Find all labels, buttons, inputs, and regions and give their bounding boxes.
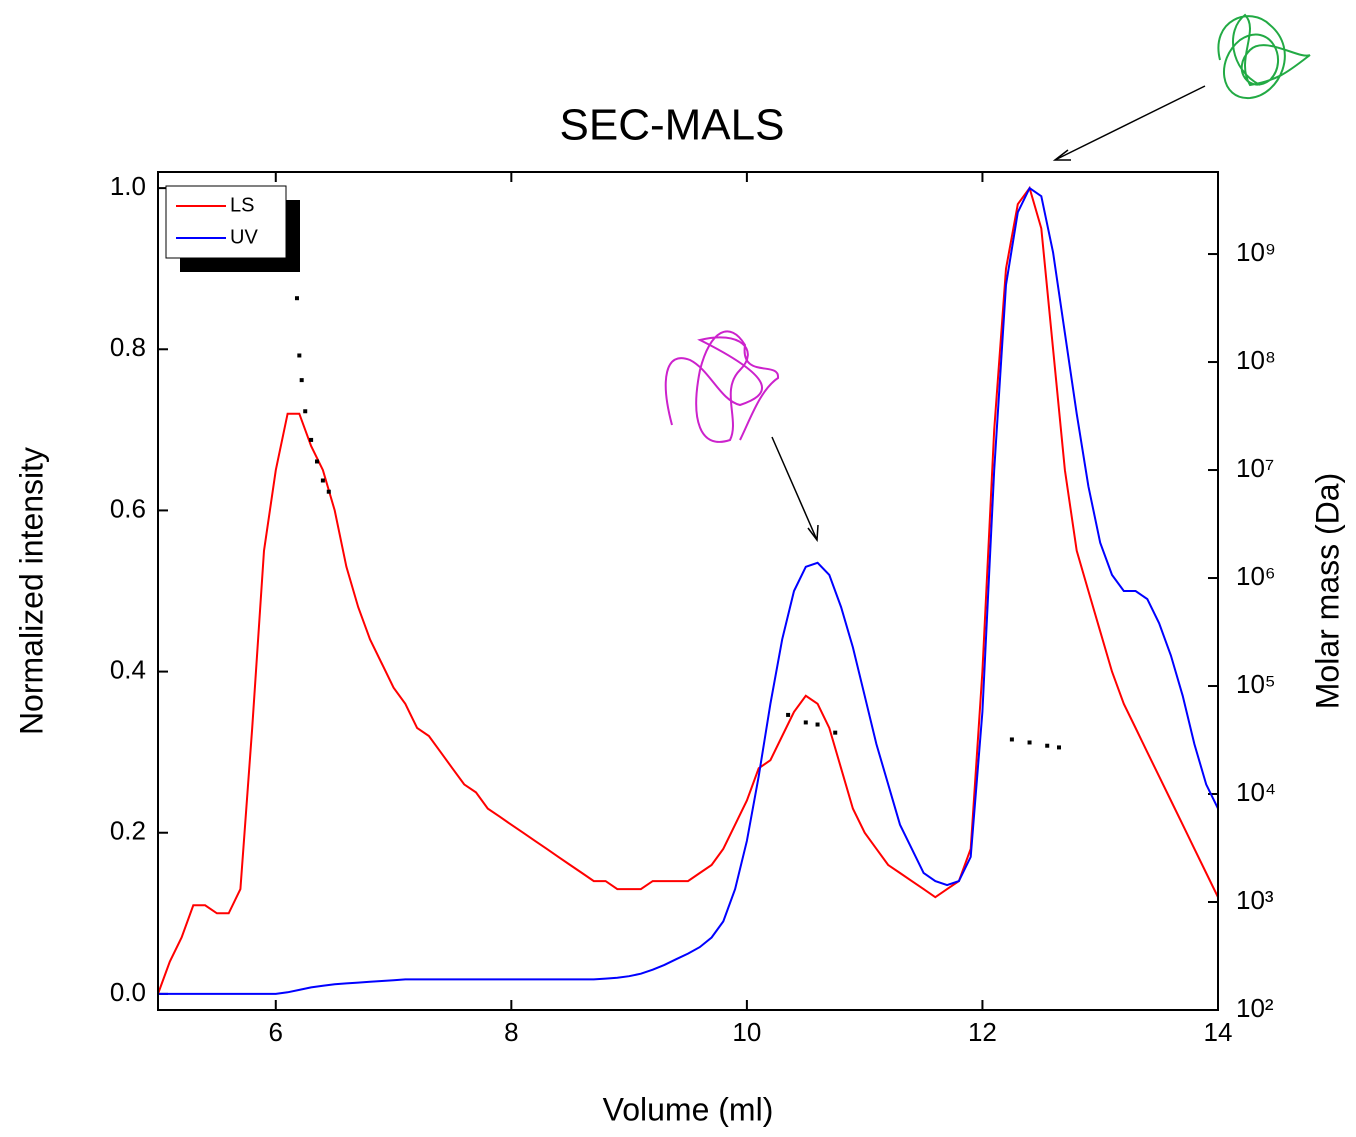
y-tick-label: 1.0 xyxy=(110,171,146,201)
y2-tick-label: 10⁵ xyxy=(1236,669,1276,699)
y-tick-label: 0.8 xyxy=(110,332,146,362)
molar-mass-point xyxy=(320,478,325,483)
arrow-head xyxy=(807,524,819,543)
y-tick-label: 0.6 xyxy=(110,493,146,523)
y2-tick-label: 10³ xyxy=(1236,885,1274,915)
y2-tick-label: 10² xyxy=(1236,993,1274,1023)
molar-mass-point xyxy=(1009,737,1014,742)
molar-mass-point xyxy=(1027,740,1032,745)
legend-box xyxy=(165,185,287,259)
molar-mass-point xyxy=(1057,745,1061,750)
y2-tick-label: 10⁹ xyxy=(1236,237,1276,267)
plot-frame xyxy=(157,171,1219,1011)
molar-mass-point xyxy=(803,720,808,725)
y2-tick-label: 10⁶ xyxy=(1236,561,1276,591)
y-tick-label: 0.0 xyxy=(110,977,146,1007)
y2-axis-label: Molar mass (Da) xyxy=(1309,473,1345,709)
x-tick-label: 6 xyxy=(269,1017,283,1047)
legend-label: LS xyxy=(230,194,254,216)
polymer-sketch xyxy=(664,330,779,443)
y2-tick-label: 10⁷ xyxy=(1236,453,1274,483)
x-tick-label: 12 xyxy=(968,1017,997,1047)
molar-mass-point xyxy=(299,378,304,383)
molar-mass-point xyxy=(1045,743,1050,748)
molar-mass-point xyxy=(815,722,820,727)
molar-mass-point xyxy=(326,489,331,494)
x-tick-label: 8 xyxy=(504,1017,518,1047)
x-axis-label: Volume (ml) xyxy=(603,1091,774,1127)
molar-mass-point xyxy=(294,296,299,301)
y-axis-label: Normalized intensity xyxy=(13,447,49,735)
legend-label: UV xyxy=(230,226,258,248)
y2-tick-label: 10⁸ xyxy=(1236,345,1276,375)
chart-title: SEC-MALS xyxy=(560,101,785,150)
molar-mass-point xyxy=(786,712,791,717)
molar-mass-point xyxy=(303,409,308,414)
molar-mass-point xyxy=(309,437,314,442)
x-tick-label: 14 xyxy=(1204,1017,1233,1047)
y-tick-label: 0.4 xyxy=(110,654,146,684)
molar-mass-point xyxy=(833,730,838,735)
arrow-head xyxy=(1052,149,1071,161)
molar-mass-point xyxy=(297,353,302,358)
illustrations xyxy=(664,13,1311,543)
molar-mass-point xyxy=(315,459,319,464)
arrow xyxy=(1054,85,1206,161)
polymer-sketch xyxy=(1217,13,1311,100)
series-line xyxy=(157,185,1219,995)
y-tick-label: 0.2 xyxy=(110,816,146,846)
y2-tick-label: 10⁴ xyxy=(1236,777,1276,807)
x-tick-label: 10 xyxy=(732,1017,761,1047)
arrow xyxy=(771,436,818,541)
series-line xyxy=(158,186,1219,995)
